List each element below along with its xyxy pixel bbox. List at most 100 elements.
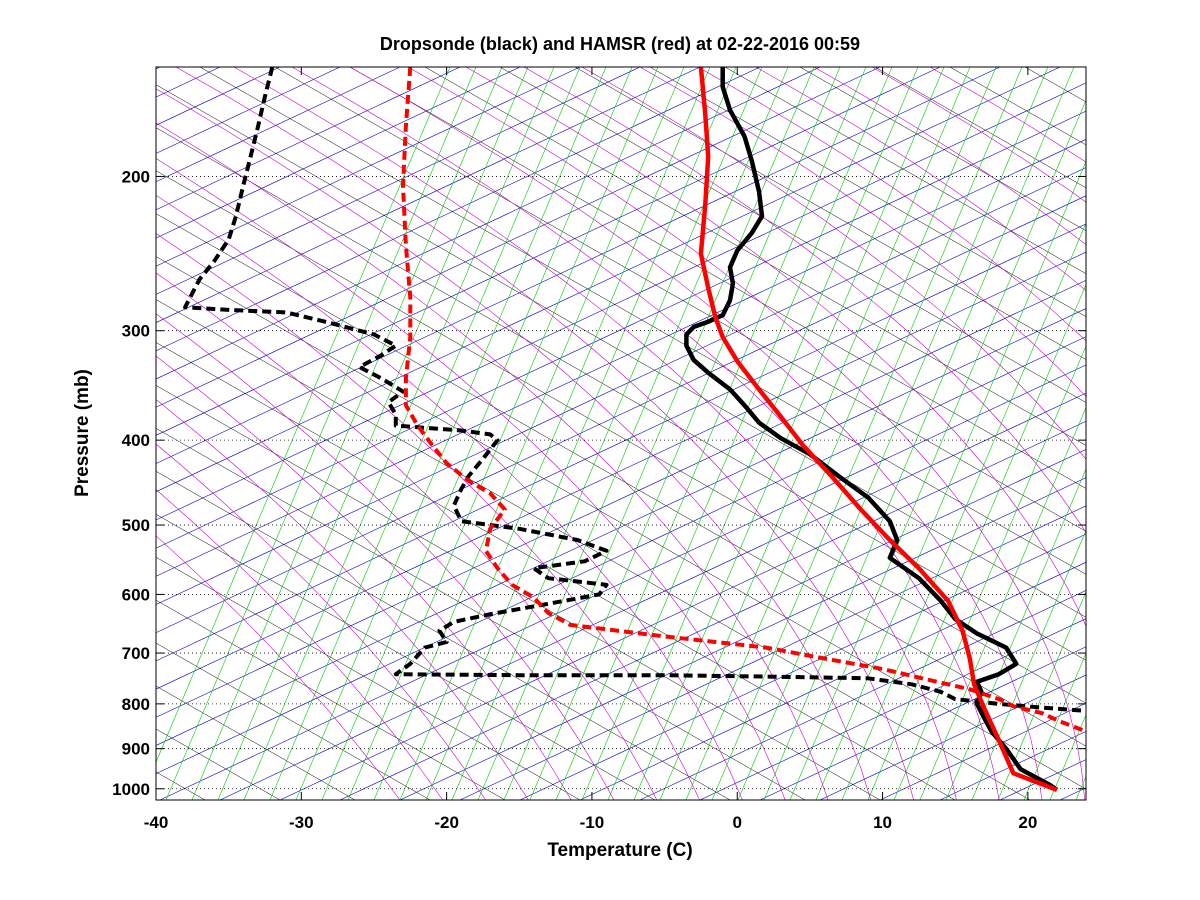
plot-frame bbox=[155, 66, 1087, 801]
plot-area bbox=[156, 67, 1086, 800]
moist-adiabat-line bbox=[156, 399, 529, 800]
isotherm-line bbox=[156, 67, 941, 436]
mixing-ratio-line bbox=[841, 222, 1086, 800]
mixing-ratio-line bbox=[555, 67, 867, 800]
mixing-ratio-line bbox=[607, 67, 919, 800]
isotherm-line bbox=[156, 67, 821, 380]
horizontal-gridlines bbox=[156, 176, 1086, 790]
mixing-ratio-line bbox=[477, 67, 789, 800]
mixing-ratio-line bbox=[399, 67, 711, 800]
isotherm-line bbox=[156, 251, 1086, 690]
moist-adiabat-line bbox=[156, 443, 486, 800]
moist-adiabat-line bbox=[156, 233, 700, 800]
y-tick-label: 900 bbox=[122, 740, 150, 759]
dry-adiabat-line bbox=[156, 599, 506, 800]
mixing-ratio-line bbox=[971, 529, 1086, 800]
y-tick-label: 700 bbox=[122, 644, 150, 663]
dry-adiabat-line bbox=[274, 67, 1086, 532]
dry-adiabat-line bbox=[156, 170, 1086, 704]
mixing-ratio-line bbox=[1023, 652, 1086, 800]
x-tick-label: -20 bbox=[434, 813, 459, 832]
isotherm-line bbox=[279, 420, 1086, 800]
mixing-ratio-line bbox=[581, 67, 893, 800]
dry-adiabat-line bbox=[156, 428, 806, 800]
isotherm-line bbox=[156, 67, 761, 352]
series-layer bbox=[183, 67, 1086, 793]
isotherm-line bbox=[759, 646, 1086, 800]
mixing-ratio-line bbox=[295, 67, 607, 800]
dry-adiabat-line bbox=[724, 67, 1086, 275]
moist-adiabat-line bbox=[156, 535, 401, 800]
isotherm-line bbox=[156, 308, 1086, 746]
dry-adiabat-line bbox=[156, 127, 1086, 661]
y-tick-label: 300 bbox=[122, 322, 150, 341]
moist-adiabat-line bbox=[156, 194, 743, 800]
mixing-ratio-line bbox=[997, 591, 1086, 800]
isotherm-line bbox=[156, 67, 701, 323]
isotherm-line bbox=[156, 110, 1086, 549]
dry-adiabat-line bbox=[349, 67, 1086, 489]
moist-adiabat-line bbox=[465, 67, 1086, 628]
moist-adiabat-line bbox=[156, 489, 444, 800]
moist-adiabat-line bbox=[407, 67, 1086, 800]
mixing-ratio-line bbox=[1102, 67, 1200, 800]
mixing-ratio-line bbox=[1128, 67, 1200, 800]
dry-adiabat-line bbox=[199, 67, 1086, 575]
mixing-ratio-line bbox=[243, 67, 555, 800]
moist-adiabat-line bbox=[156, 272, 658, 800]
dry-adiabat-line bbox=[156, 471, 731, 800]
mixing-ratio-line bbox=[191, 67, 503, 800]
y-tick-label: 1000 bbox=[112, 780, 150, 799]
y-tick-label: 600 bbox=[122, 585, 150, 604]
dry-adiabat-line bbox=[156, 385, 881, 800]
moist-adiabat-line bbox=[523, 67, 1086, 534]
x-tick-label: 20 bbox=[1018, 813, 1037, 832]
isotherm-line bbox=[156, 195, 1086, 634]
isotherm-line bbox=[1180, 67, 1200, 800]
x-tick-label: 0 bbox=[733, 813, 742, 832]
x-tick-label: -10 bbox=[580, 813, 605, 832]
dry-adiabat-line bbox=[156, 556, 581, 800]
dry-adiabat-line bbox=[156, 84, 1086, 618]
isotherm-line bbox=[156, 67, 461, 211]
series-line bbox=[684, 67, 1059, 792]
isotherm-line bbox=[156, 67, 521, 239]
mixing-ratio-line bbox=[165, 67, 477, 800]
mixing-ratio-line bbox=[347, 67, 659, 800]
mixing-ratio-line bbox=[217, 67, 529, 800]
series-line bbox=[183, 67, 1086, 713]
mixing-ratio-line bbox=[425, 67, 737, 800]
y-axis-ticks: 200 300 400 500 600 700 800 900 1000 bbox=[112, 167, 1086, 799]
y-tick-label: 800 bbox=[122, 695, 150, 714]
isotherm-line bbox=[156, 67, 641, 295]
dry-adiabat-line bbox=[649, 67, 1086, 317]
moist-adiabat-line bbox=[581, 67, 1086, 460]
isotherm-line bbox=[156, 67, 581, 267]
isotherm-line bbox=[156, 139, 1086, 577]
mixing-ratio-line bbox=[269, 67, 581, 800]
dry-adiabat-line bbox=[0, 67, 130, 800]
dry-adiabat-line bbox=[499, 67, 1086, 403]
y-tick-label: 200 bbox=[122, 167, 150, 186]
dry-adiabat-line bbox=[1100, 67, 1200, 800]
x-tick-label: 10 bbox=[873, 813, 892, 832]
mixing-ratio-line bbox=[156, 67, 451, 763]
dry-adiabat-line bbox=[1175, 67, 1200, 800]
isotherm-line bbox=[819, 674, 1086, 800]
moist-adiabat-line bbox=[697, 67, 1086, 342]
y-tick-label: 400 bbox=[122, 431, 150, 450]
moist-adiabat-line bbox=[156, 88, 872, 800]
moist-adiabat-line bbox=[871, 67, 1086, 203]
mixing-ratio-line bbox=[633, 67, 945, 800]
dry-adiabat-line bbox=[156, 256, 1086, 790]
mixing-ratio-line bbox=[1075, 775, 1086, 800]
mixing-ratio-line bbox=[1154, 67, 1200, 800]
x-axis-ticks: -40 -30 -20 -10 0 10 20 bbox=[144, 67, 1037, 832]
mixing-ratio-line bbox=[711, 67, 1023, 800]
moist-adiabat-line bbox=[156, 355, 572, 800]
x-axis-title: Temperature (C) bbox=[547, 840, 692, 861]
isotherm-line bbox=[156, 67, 1061, 493]
isotherm-line bbox=[156, 223, 1086, 662]
dry-adiabat-line bbox=[156, 213, 1086, 747]
